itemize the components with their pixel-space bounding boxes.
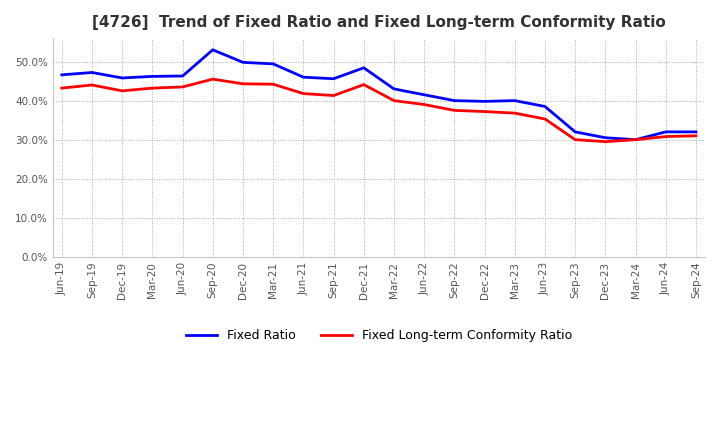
Fixed Ratio [359,65,368,70]
Fixed Long-term Conformity Ratio [480,109,489,114]
Fixed Long-term Conformity Ratio [390,98,398,103]
Fixed Ratio [299,74,307,80]
Line: Fixed Ratio: Fixed Ratio [62,50,696,139]
Fixed Long-term Conformity Ratio [58,85,66,91]
Fixed Long-term Conformity Ratio [329,93,338,98]
Fixed Ratio [88,70,96,75]
Fixed Long-term Conformity Ratio [450,108,459,113]
Fixed Long-term Conformity Ratio [299,91,307,96]
Fixed Long-term Conformity Ratio [148,85,157,91]
Fixed Long-term Conformity Ratio [662,134,670,139]
Fixed Long-term Conformity Ratio [269,81,277,87]
Fixed Ratio [390,86,398,92]
Fixed Long-term Conformity Ratio [541,116,549,121]
Legend: Fixed Ratio, Fixed Long-term Conformity Ratio: Fixed Ratio, Fixed Long-term Conformity … [181,324,577,348]
Fixed Ratio [541,104,549,109]
Fixed Ratio [662,129,670,135]
Fixed Long-term Conformity Ratio [88,82,96,88]
Fixed Ratio [631,137,640,142]
Fixed Ratio [450,98,459,103]
Fixed Long-term Conformity Ratio [179,84,187,90]
Fixed Ratio [148,74,157,79]
Fixed Long-term Conformity Ratio [510,110,519,116]
Fixed Ratio [601,135,610,140]
Fixed Ratio [209,47,217,52]
Fixed Long-term Conformity Ratio [359,82,368,87]
Title: [4726]  Trend of Fixed Ratio and Fixed Long-term Conformity Ratio: [4726] Trend of Fixed Ratio and Fixed Lo… [92,15,666,30]
Fixed Long-term Conformity Ratio [238,81,247,86]
Fixed Ratio [692,129,701,135]
Fixed Ratio [269,61,277,66]
Fixed Ratio [571,129,580,135]
Fixed Ratio [480,99,489,104]
Fixed Ratio [58,72,66,77]
Fixed Ratio [329,76,338,81]
Fixed Long-term Conformity Ratio [209,77,217,82]
Line: Fixed Long-term Conformity Ratio: Fixed Long-term Conformity Ratio [62,79,696,142]
Fixed Ratio [179,73,187,79]
Fixed Long-term Conformity Ratio [601,139,610,144]
Fixed Ratio [510,98,519,103]
Fixed Long-term Conformity Ratio [420,102,428,107]
Fixed Long-term Conformity Ratio [631,137,640,142]
Fixed Long-term Conformity Ratio [692,133,701,139]
Fixed Ratio [420,92,428,97]
Fixed Ratio [238,60,247,65]
Fixed Long-term Conformity Ratio [118,88,127,93]
Fixed Long-term Conformity Ratio [571,137,580,142]
Fixed Ratio [118,75,127,81]
